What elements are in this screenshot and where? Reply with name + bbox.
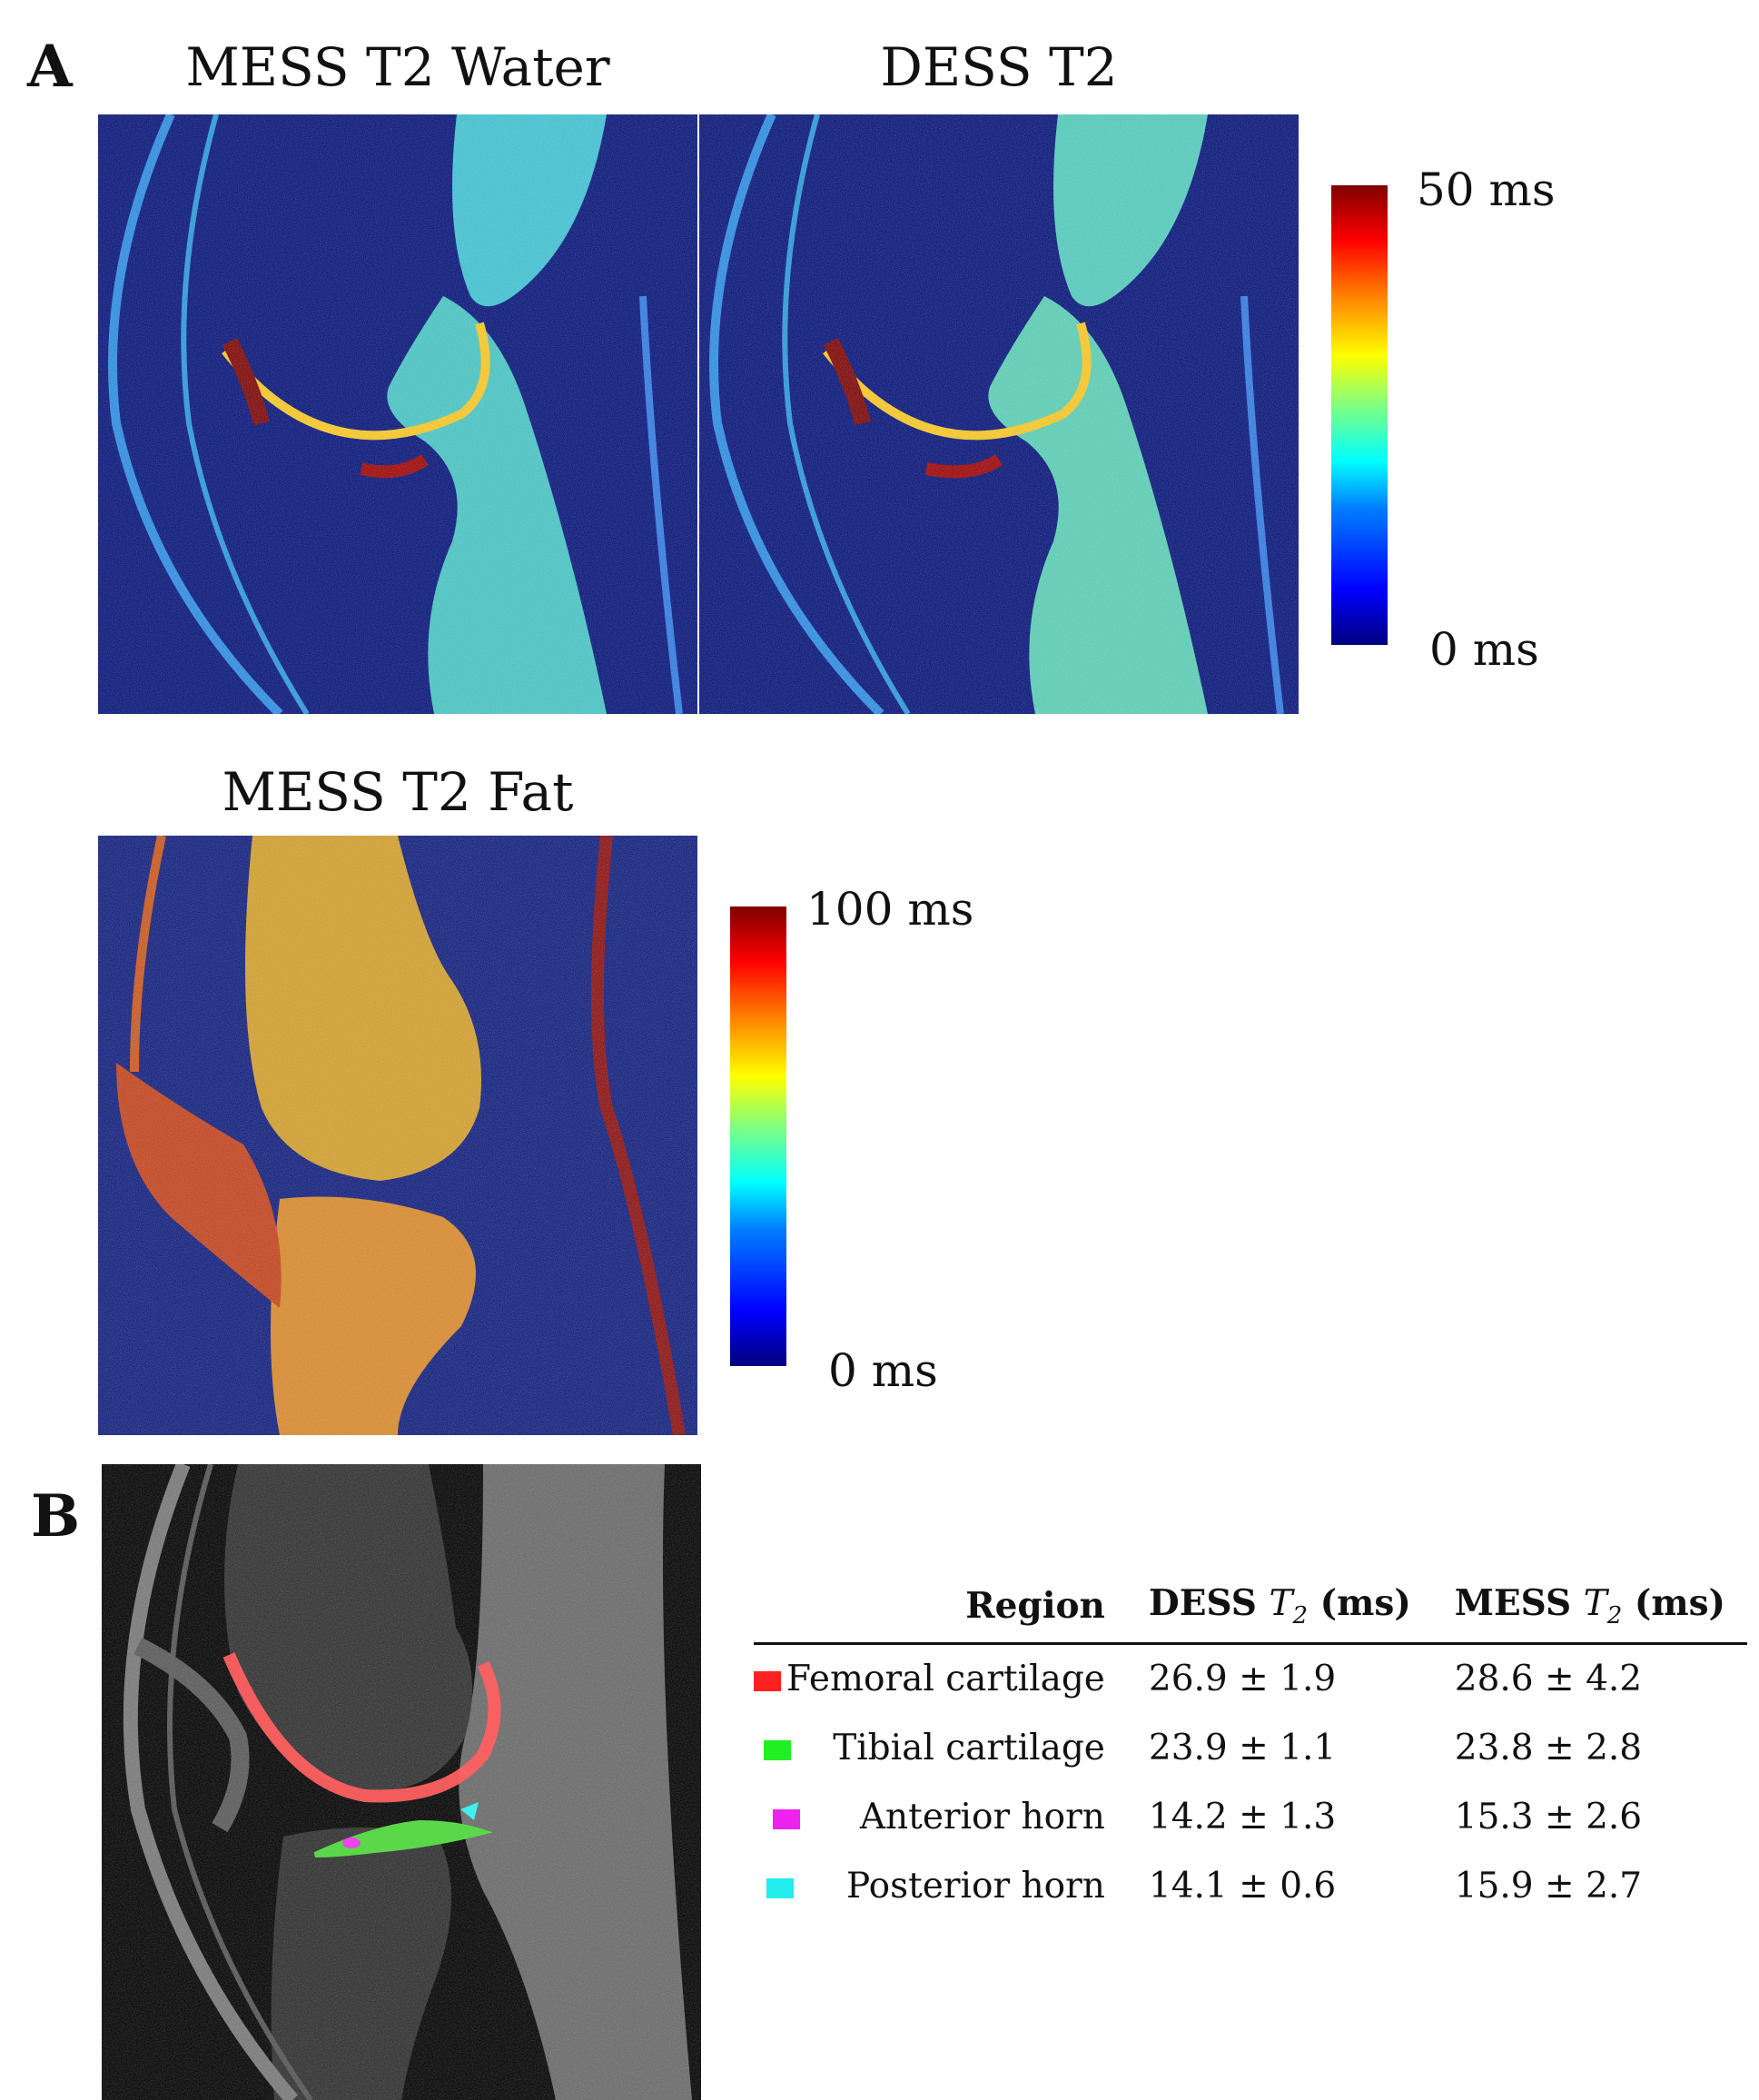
mess-t2-fat-map [98, 836, 697, 1435]
dess-value: 14.1 ± 0.6 [1148, 1866, 1337, 1907]
map-title-mess-fat: MESS T2 Fat [222, 761, 574, 823]
stats-table: Region DESS T2 (ms) MESS T2 (ms) Femoral… [754, 1582, 1748, 1921]
region-cell: Femoral cartilage [754, 1643, 1127, 1714]
panel-letter-b: B [31, 1482, 81, 1550]
dess-value: 14.2 ± 1.3 [1148, 1797, 1337, 1838]
legend-swatch-posterior [766, 1878, 794, 1899]
colorbar-bottom-max-label: 100 ms [806, 883, 974, 936]
mess-value: 28.6 ± 4.2 [1454, 1659, 1643, 1700]
stats-table-container: Region DESS T2 (ms) MESS T2 (ms) Femoral… [754, 1582, 1748, 1921]
dess-value: 26.9 ± 1.9 [1148, 1659, 1337, 1700]
region-cell: Anterior horn [754, 1783, 1127, 1852]
table-header-row: Region DESS T2 (ms) MESS T2 (ms) [754, 1582, 1748, 1645]
segmentation-image [102, 1464, 701, 2100]
mess-value: 15.3 ± 2.6 [1454, 1797, 1643, 1838]
table-row: Tibial cartilage 23.9 ± 1.1 23.8 ± 2.8 [754, 1714, 1747, 1783]
panel-letter-a: A [27, 33, 73, 101]
legend-swatch-anterior [772, 1809, 800, 1830]
colorbar-top-max-label: 50 ms [1417, 163, 1556, 216]
legend-swatch-tibial [764, 1740, 792, 1761]
table-row: Anterior horn 14.2 ± 1.3 15.3 ± 2.6 [754, 1783, 1747, 1852]
dess-value: 23.9 ± 1.1 [1148, 1728, 1337, 1769]
table-row: Femoral cartilage 26.9 ± 1.9 28.6 ± 4.2 [754, 1643, 1747, 1714]
header-region: Region [754, 1582, 1127, 1645]
map-title-dess: DESS T2 [880, 36, 1118, 98]
mess-value: 15.9 ± 2.7 [1454, 1866, 1643, 1907]
mess-value: 23.8 ± 2.8 [1454, 1728, 1643, 1769]
colorbar-top-min-label: 0 ms [1429, 623, 1539, 676]
colorbar-bottom [730, 906, 786, 1366]
header-dess: DESS T2 (ms) [1126, 1582, 1433, 1645]
dess-t2-map [699, 114, 1299, 714]
mess-t2-water-map [98, 114, 697, 714]
region-cell: Tibial cartilage [754, 1714, 1127, 1783]
map-title-mess-water: MESS T2 Water [185, 36, 610, 98]
region-cell: Posterior horn [754, 1852, 1127, 1921]
colorbar-top [1331, 185, 1388, 645]
table-row: Posterior horn 14.1 ± 0.6 15.9 ± 2.7 [754, 1852, 1747, 1921]
header-mess: MESS T2 (ms) [1432, 1582, 1748, 1645]
colorbar-bottom-min-label: 0 ms [828, 1344, 938, 1397]
legend-swatch-femoral [754, 1671, 781, 1692]
